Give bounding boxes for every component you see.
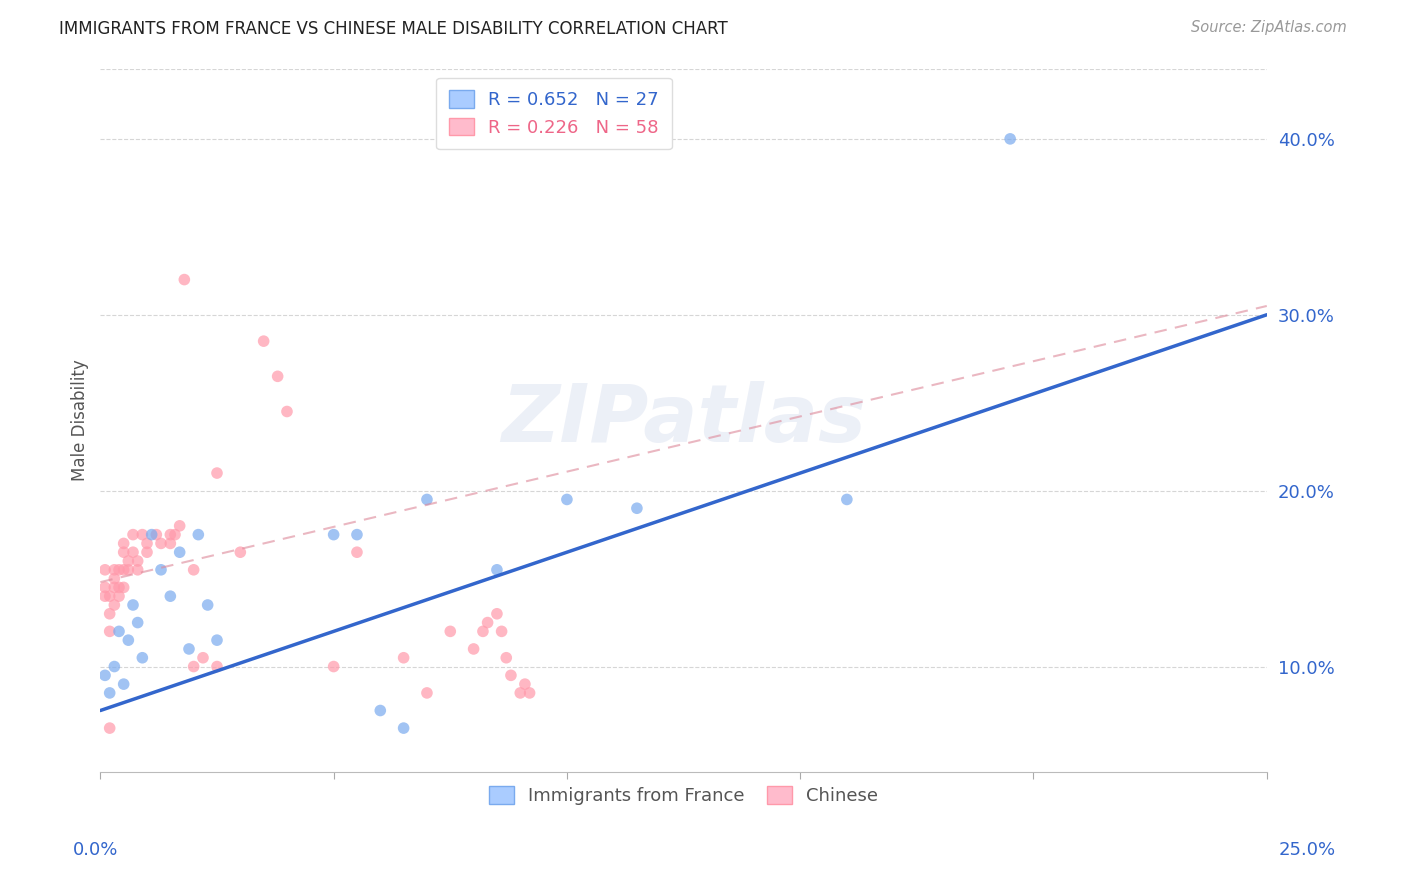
Point — [94, 589, 117, 603]
Point — [276, 404, 298, 418]
Point — [103, 598, 125, 612]
Point — [127, 554, 149, 568]
Point — [477, 615, 499, 630]
Point — [103, 563, 125, 577]
Text: Source: ZipAtlas.com: Source: ZipAtlas.com — [1191, 20, 1347, 35]
Point — [416, 492, 439, 507]
Point — [122, 527, 145, 541]
Point — [169, 518, 191, 533]
Point — [145, 527, 167, 541]
Legend: Immigrants from France, Chinese: Immigrants from France, Chinese — [478, 775, 889, 816]
Point — [485, 607, 508, 621]
Point — [103, 572, 125, 586]
Point — [463, 642, 485, 657]
Point — [112, 677, 135, 691]
Point — [94, 563, 117, 577]
Point — [253, 334, 276, 348]
Point — [131, 650, 153, 665]
Point — [117, 554, 139, 568]
Point — [122, 545, 145, 559]
Point — [513, 677, 536, 691]
Point — [509, 686, 531, 700]
Point — [98, 607, 121, 621]
Point — [127, 615, 149, 630]
Point — [150, 536, 173, 550]
Point — [392, 721, 415, 735]
Point — [159, 536, 181, 550]
Point — [159, 589, 181, 603]
Point — [187, 527, 209, 541]
Point — [103, 659, 125, 673]
Point — [368, 704, 391, 718]
Point — [346, 545, 368, 559]
Point — [346, 527, 368, 541]
Point — [229, 545, 252, 559]
Point — [177, 642, 200, 657]
Point — [322, 659, 344, 673]
Point — [471, 624, 494, 639]
Point — [112, 536, 135, 550]
Point — [835, 492, 858, 507]
Text: IMMIGRANTS FROM FRANCE VS CHINESE MALE DISABILITY CORRELATION CHART: IMMIGRANTS FROM FRANCE VS CHINESE MALE D… — [59, 20, 728, 37]
Point — [495, 650, 517, 665]
Point — [322, 527, 344, 541]
Point — [108, 563, 131, 577]
Point — [141, 527, 163, 541]
Point — [173, 272, 195, 286]
Text: 25.0%: 25.0% — [1279, 841, 1336, 859]
Point — [485, 563, 508, 577]
Point — [117, 563, 139, 577]
Point — [205, 659, 228, 673]
Text: 0.0%: 0.0% — [73, 841, 118, 859]
Point — [416, 686, 439, 700]
Point — [163, 527, 186, 541]
Point — [117, 633, 139, 648]
Point — [392, 650, 415, 665]
Point — [112, 545, 135, 559]
Point — [183, 659, 205, 673]
Point — [197, 598, 219, 612]
Point — [205, 633, 228, 648]
Point — [136, 536, 159, 550]
Point — [98, 721, 121, 735]
Point — [98, 686, 121, 700]
Point — [555, 492, 578, 507]
Point — [94, 581, 117, 595]
Point — [127, 563, 149, 577]
Point — [122, 598, 145, 612]
Point — [499, 668, 522, 682]
Point — [150, 563, 173, 577]
Point — [112, 581, 135, 595]
Point — [98, 589, 121, 603]
Point — [94, 668, 117, 682]
Point — [98, 624, 121, 639]
Point — [191, 650, 214, 665]
Point — [183, 563, 205, 577]
Point — [998, 132, 1021, 146]
Point — [108, 581, 131, 595]
Point — [205, 466, 228, 480]
Point — [112, 563, 135, 577]
Text: ZIPatlas: ZIPatlas — [501, 381, 866, 459]
Y-axis label: Male Disability: Male Disability — [72, 359, 89, 481]
Point — [626, 501, 648, 516]
Point — [108, 624, 131, 639]
Point — [491, 624, 513, 639]
Point — [159, 527, 181, 541]
Point — [108, 589, 131, 603]
Point — [439, 624, 461, 639]
Point — [131, 527, 153, 541]
Point — [169, 545, 191, 559]
Point — [266, 369, 288, 384]
Point — [103, 581, 125, 595]
Point — [136, 545, 159, 559]
Point — [519, 686, 541, 700]
